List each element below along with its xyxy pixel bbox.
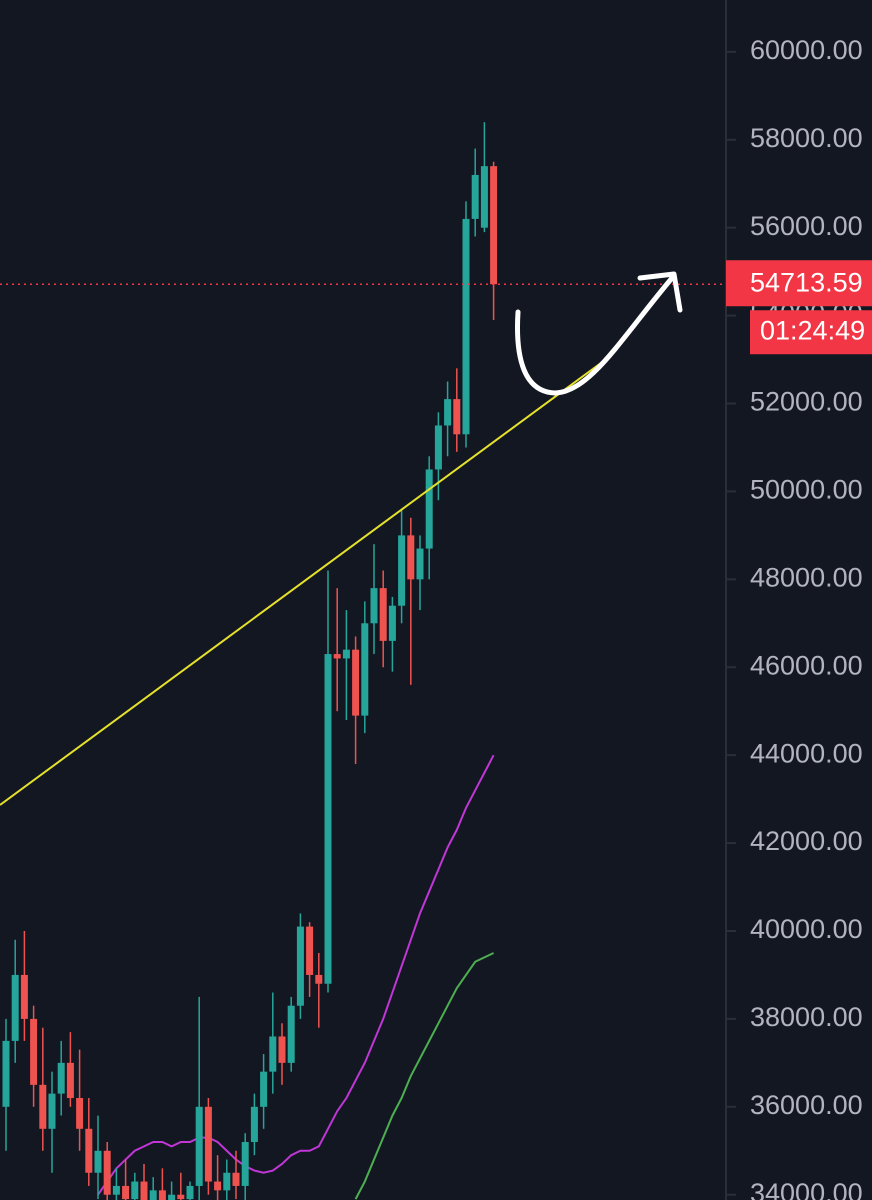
- candle-body: [85, 1128, 93, 1173]
- candle-body: [361, 623, 369, 716]
- candle-body: [149, 1190, 157, 1200]
- candle-body: [416, 548, 424, 580]
- y-tick-label: 40000.00: [750, 914, 863, 944]
- candle-body: [241, 1141, 249, 1186]
- moving-average: [97, 754, 495, 1196]
- candle-body: [480, 166, 488, 228]
- candle-body: [398, 535, 406, 606]
- candle-body: [204, 1106, 212, 1182]
- candle-body: [471, 174, 479, 219]
- candle-body: [103, 1150, 111, 1195]
- candle-body: [214, 1181, 222, 1191]
- candle-body: [306, 926, 314, 975]
- plot-area: [0, 122, 726, 1200]
- candle-body: [30, 1018, 38, 1085]
- candle-body: [2, 1040, 10, 1107]
- y-tick-label: 46000.00: [750, 650, 863, 680]
- candle-body: [453, 399, 461, 435]
- candle-body: [223, 1172, 231, 1191]
- candle-body: [296, 926, 304, 1006]
- candle-body: [195, 1106, 203, 1186]
- candle-body: [122, 1185, 130, 1200]
- candle-body: [48, 1093, 56, 1129]
- candle-body: [388, 605, 396, 641]
- price-label-box: [726, 260, 872, 307]
- candle-body: [186, 1185, 194, 1200]
- candle-body: [315, 974, 323, 984]
- y-tick-label: 38000.00: [750, 1002, 863, 1032]
- candle-body: [168, 1194, 176, 1200]
- candle-body: [131, 1181, 139, 1200]
- y-tick-label: 52000.00: [750, 387, 863, 417]
- candle-body: [20, 974, 28, 1019]
- countdown-box: [750, 310, 872, 355]
- candle-body: [379, 588, 387, 641]
- candle-body: [250, 1106, 258, 1142]
- candle-body: [269, 1036, 277, 1072]
- y-tick-label: 42000.00: [750, 826, 863, 856]
- hand-drawn-arrow: [515, 271, 683, 396]
- candle-body: [177, 1194, 185, 1200]
- candle-body: [11, 974, 19, 1041]
- candle-body: [39, 1084, 47, 1129]
- candle-body: [140, 1181, 148, 1200]
- candle-body: [444, 399, 452, 426]
- y-tick-label: 58000.00: [750, 123, 863, 153]
- y-tick-label: 56000.00: [750, 211, 863, 241]
- y-axis: 34000.00 36000.00 38000.00 40000.00 42000.00…: [726, 35, 872, 1200]
- y-tick-label: 44000.00: [750, 738, 863, 768]
- candle-body: [66, 1062, 74, 1099]
- candle-body: [352, 649, 360, 716]
- candle-body: [94, 1150, 102, 1173]
- y-tick-label: 60000.00: [750, 35, 863, 65]
- trend-line: [0, 359, 606, 806]
- candle-body: [370, 588, 378, 624]
- candle-body: [425, 469, 433, 549]
- candle-body: [324, 654, 332, 984]
- candle-body: [462, 218, 470, 435]
- candle-body: [407, 535, 415, 580]
- candle-body: [287, 1005, 295, 1063]
- y-tick-label: 34000.00: [750, 1178, 863, 1200]
- moving-average: [354, 952, 495, 1200]
- y-tick-label: 48000.00: [750, 562, 863, 592]
- candle-body: [434, 425, 442, 470]
- candle-body: [76, 1098, 84, 1129]
- candle-body: [278, 1036, 286, 1063]
- candle-body: [333, 654, 341, 659]
- price-label: 54713.59: [750, 267, 863, 297]
- candle-body: [112, 1185, 120, 1195]
- candle-body: [158, 1190, 166, 1200]
- candle-body: [490, 166, 498, 285]
- candle-body: [342, 649, 350, 659]
- candle-body: [260, 1071, 268, 1107]
- candle-body: [232, 1172, 240, 1186]
- y-tick-label: 50000.00: [750, 475, 863, 505]
- countdown-label: 01:24:49: [760, 315, 865, 345]
- y-tick-label: 36000.00: [750, 1090, 863, 1120]
- candle-body: [57, 1062, 65, 1094]
